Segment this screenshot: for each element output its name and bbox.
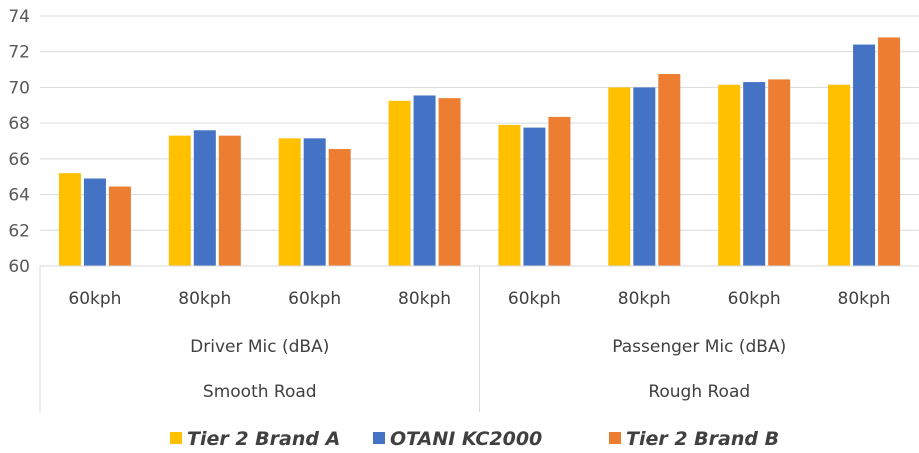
y-tick-label: 64 — [8, 186, 30, 206]
group-label-road: Rough Road — [648, 382, 750, 402]
bar — [303, 138, 326, 266]
y-axis-ticks: 60 62 64 66 68 70 72 74 — [8, 7, 30, 277]
bar — [828, 84, 851, 266]
bar — [548, 116, 571, 267]
legend-label: OTANI KC2000 — [390, 428, 542, 450]
group-label-mic: Passenger Mic (dBA) — [612, 337, 786, 357]
x-tick-label: 80kph — [618, 289, 671, 309]
legend-label: Tier 2 Brand B — [626, 428, 779, 450]
x-tick-label: 60kph — [508, 289, 561, 309]
bar — [58, 173, 81, 266]
group-label-road: Smooth Road — [203, 382, 317, 402]
legend-swatch — [609, 432, 621, 444]
bar — [878, 37, 901, 266]
bar — [193, 130, 216, 266]
x-tick-label: 60kph — [68, 289, 121, 309]
y-tick-label: 60 — [8, 257, 30, 277]
bar — [498, 124, 521, 266]
x-tick-label: 60kph — [728, 289, 781, 309]
legend-swatch — [170, 432, 182, 444]
bar — [608, 87, 631, 266]
bars — [58, 37, 901, 267]
bar — [388, 100, 411, 266]
bar — [523, 127, 546, 266]
x-tick-label: 80kph — [838, 289, 891, 309]
group-label-mic: Driver Mic (dBA) — [190, 337, 329, 357]
y-tick-label: 66 — [8, 150, 30, 170]
x-tick-label: 80kph — [178, 289, 231, 309]
bar — [438, 98, 461, 267]
legend-swatch — [373, 432, 385, 444]
bar — [853, 44, 876, 267]
bar — [168, 135, 191, 266]
bar — [328, 149, 351, 266]
y-tick-label: 70 — [8, 78, 30, 98]
bar — [633, 87, 656, 266]
legend: Tier 2 Brand A OTANI KC2000 Tier 2 Brand B — [170, 428, 779, 450]
bar — [108, 186, 131, 266]
bar — [218, 135, 241, 266]
bar — [718, 84, 741, 266]
y-tick-label: 68 — [8, 114, 30, 134]
legend-label: Tier 2 Brand A — [187, 428, 340, 450]
bar — [768, 79, 791, 267]
y-tick-label: 74 — [8, 7, 30, 27]
x-axis: 60kph 80kph 60kph 80kph 60kph 80kph 60kph 80kph… — [39, 265, 919, 412]
bar — [278, 138, 301, 266]
x-tick-label: 80kph — [398, 289, 451, 309]
bar — [83, 178, 106, 266]
bar — [658, 74, 681, 267]
y-tick-label: 72 — [8, 43, 30, 63]
x-tick-label: 60kph — [288, 289, 341, 309]
y-tick-label: 62 — [8, 221, 30, 241]
bar — [413, 95, 436, 266]
bar — [743, 82, 766, 266]
